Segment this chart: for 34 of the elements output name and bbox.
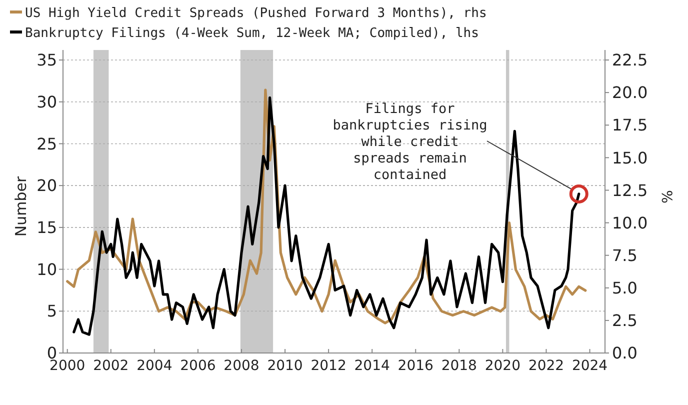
x-tick-label: 2008 [224,358,260,374]
y2-tick-label: 20.0 [612,83,648,102]
y2-axis-title: % [658,190,674,204]
y2-tick-label: 0.0 [612,344,638,363]
x-tick-label: 2002 [93,358,129,374]
x-tick-label: 2024 [572,358,608,374]
x-tick-label: 2020 [484,358,521,374]
x-tick-label: 2016 [398,358,434,374]
x-tick-label: 2022 [528,358,564,374]
y2-tick-label: 12.5 [612,180,648,200]
y-tick-label: 20 [36,176,57,196]
y2-tick-label: 7.5 [612,246,638,265]
y-tick-label: 30 [36,92,57,112]
x-tick-label: 2012 [310,358,346,374]
annotation: Filings for bankruptcies rising while credit spreads remain contained [332,101,488,183]
legend-label: Bankruptcy Filings (4-Week Sum, 12-Week MA; Compiled), lhs [25,26,479,41]
x-tick-label: 2004 [136,358,172,374]
x-tick-label: 2014 [354,358,390,374]
y2-tick-label: 5.0 [612,278,638,298]
x-tick-label: 2018 [441,358,477,374]
y2-tick-label: 2.5 [612,311,638,330]
y-axis-title: Number [12,176,30,237]
y2-tick-label: 15.0 [612,148,648,168]
y2-tick-label: 10.0 [612,213,648,232]
y2-tick-label: 22.5 [612,50,648,70]
y2-tick-label: 17.5 [612,116,648,135]
legend-label: US High Yield Credit Spreads (Pushed Forward 3 Months), rhs [25,6,487,21]
y-tick-label: 5 [46,302,57,321]
y-tick-label: 35 [36,50,57,70]
y-tick-label: 10 [36,260,57,279]
x-tick-label: 2006 [180,358,216,374]
y-tick-label: 25 [36,134,57,154]
y-tick-label: 15 [36,218,57,238]
x-tick-label: 2010 [267,358,303,374]
